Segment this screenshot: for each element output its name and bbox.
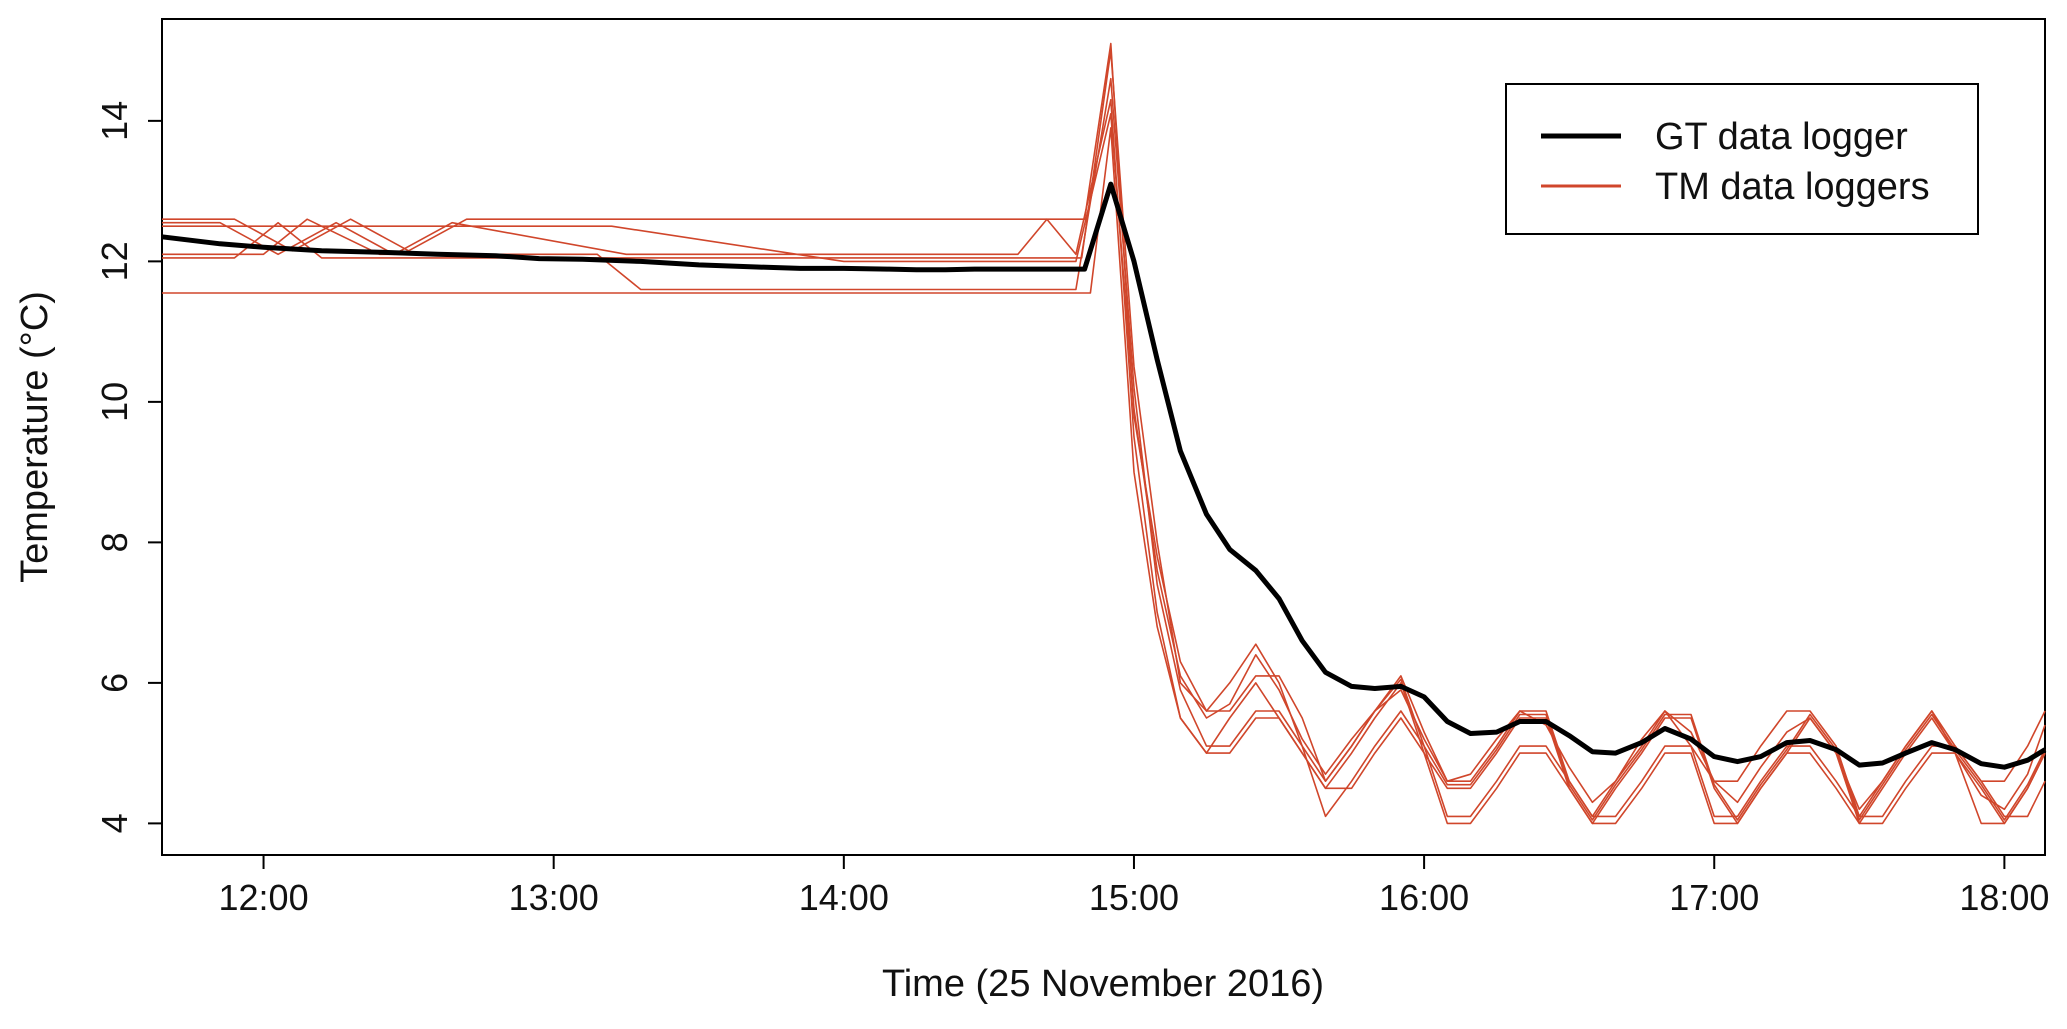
x-tick-label: 16:00 — [1379, 877, 1469, 918]
series-line-tm-data-logger-5 — [162, 49, 2046, 821]
y-tick-label: 4 — [94, 813, 135, 833]
legend-label-tm: TM data loggers — [1655, 166, 1930, 208]
plot-frame — [161, 18, 2046, 856]
x-tick-label: 12:00 — [219, 877, 309, 918]
x-tick-label: 17:00 — [1669, 877, 1759, 918]
y-tick-label: 8 — [94, 532, 135, 552]
series-layer — [161, 42, 2047, 825]
series-line-gt-data-logger — [161, 181, 2047, 770]
x-tick-label: 15:00 — [1089, 877, 1179, 918]
y-tick-label: 10 — [94, 382, 135, 422]
x-tick-label: 14:00 — [799, 877, 889, 918]
legend: GT data logger TM data loggers — [1505, 83, 1979, 235]
series-line-tm-data-logger-4 — [162, 127, 2046, 825]
y-axis: 4 6 8 10 12 14 — [94, 101, 162, 833]
y-tick-label: 6 — [94, 673, 135, 693]
x-axis: 12:00 13:00 14:00 15:00 16:00 17:00 18:00 — [219, 855, 2049, 918]
x-axis-title: Time (25 November 2016) — [882, 963, 1324, 1005]
y-tick-label: 12 — [94, 241, 135, 281]
series-line-tm-data-logger-2 — [162, 77, 2046, 818]
series-line-tm-data-logger-3 — [162, 99, 2046, 825]
y-tick-label: 14 — [94, 101, 135, 141]
series-line-tm-data-logger-6 — [162, 113, 2046, 811]
legend-box — [1505, 83, 1979, 235]
x-tick-label: 18:00 — [1959, 877, 2049, 918]
y-axis-title: Temperature (°C) — [14, 291, 56, 583]
x-tick-label: 13:00 — [509, 877, 599, 918]
legend-label-gt: GT data logger — [1655, 116, 1908, 158]
